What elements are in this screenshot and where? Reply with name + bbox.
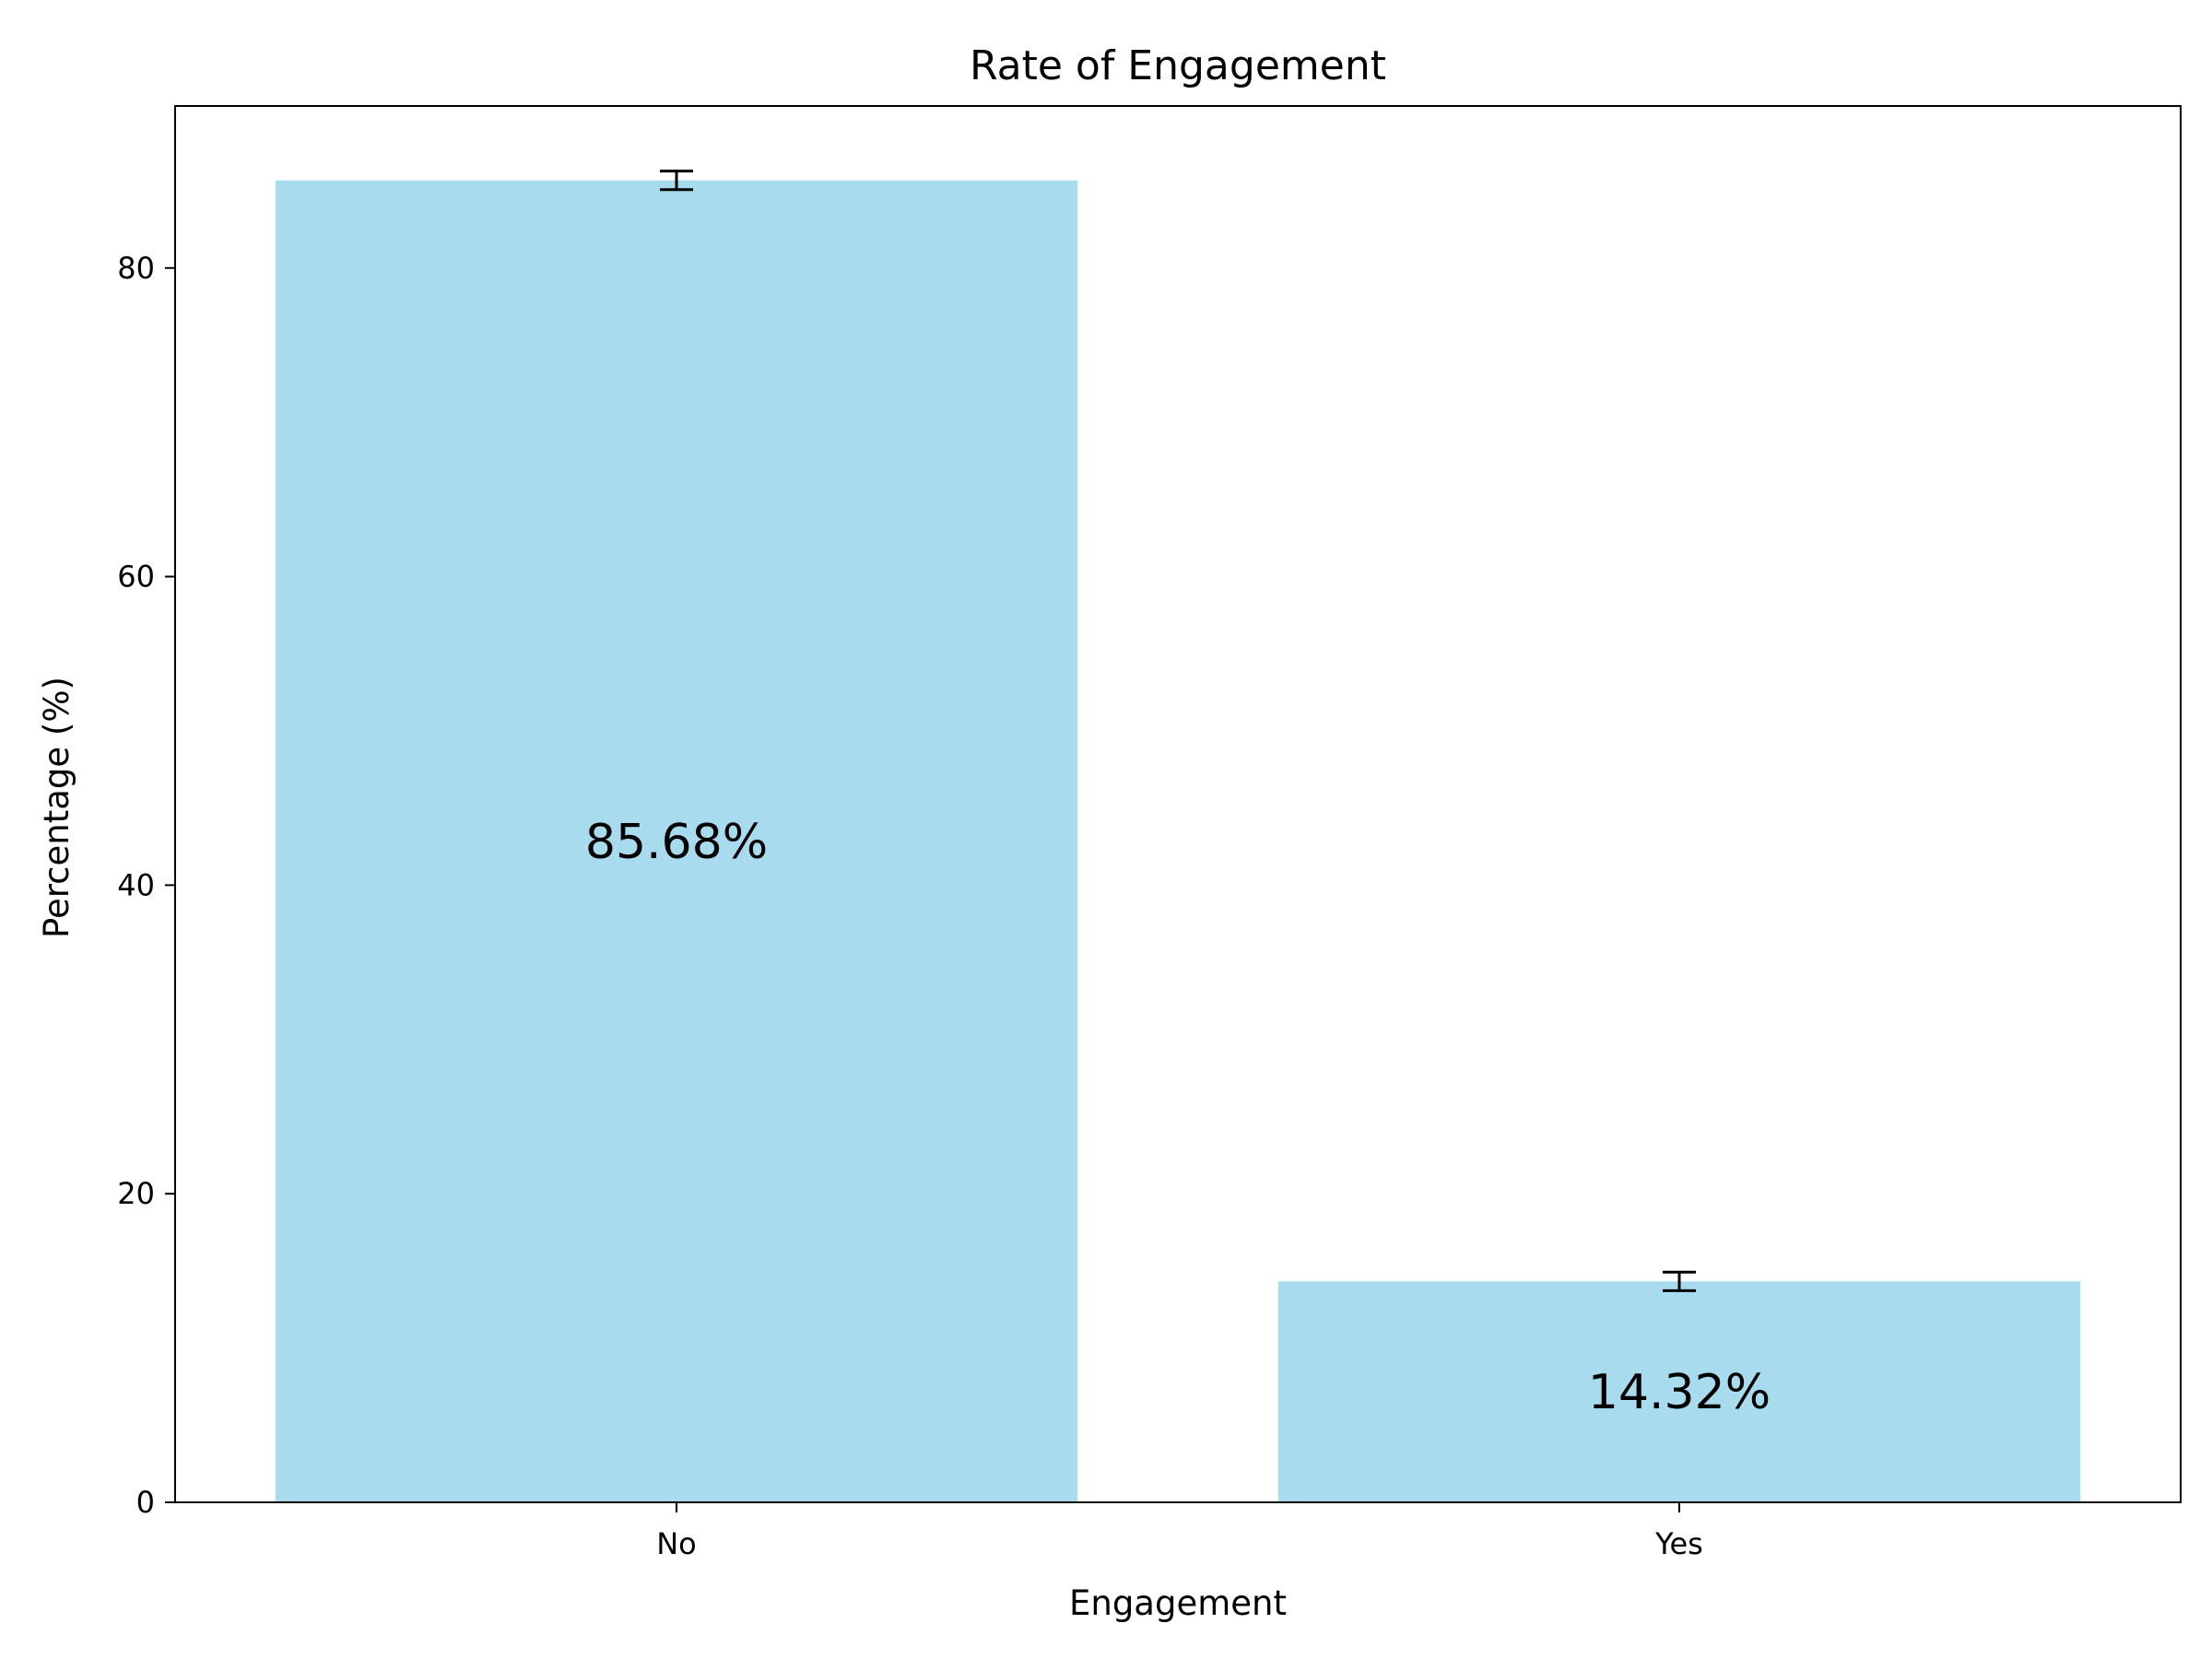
y-tick-label-80: 80 xyxy=(117,251,155,286)
x-tick-label-no: No xyxy=(656,1526,697,1561)
plot-area: 85.68% No 14.32% Yes 0 20 40 60 80 xyxy=(117,105,2182,1561)
y-tick-label-60: 60 xyxy=(117,559,155,594)
data-label-yes: 14.32% xyxy=(1588,1365,1771,1420)
axes-frame xyxy=(174,105,2182,1503)
bar-no xyxy=(275,180,1078,1503)
y-tick-label-20: 20 xyxy=(117,1176,155,1211)
data-label-no: 85.68% xyxy=(585,815,768,870)
y-tick-label-0: 0 xyxy=(136,1485,155,1520)
chart-title: Rate of Engagement xyxy=(970,42,1386,89)
x-axis-label: Engagement xyxy=(1069,1583,1287,1623)
y-axis-label: Percentage (%) xyxy=(37,677,76,938)
y-tick-label-40: 40 xyxy=(117,867,155,902)
x-tick-label-yes: Yes xyxy=(1654,1526,1703,1561)
bar-yes xyxy=(1277,1281,2081,1502)
